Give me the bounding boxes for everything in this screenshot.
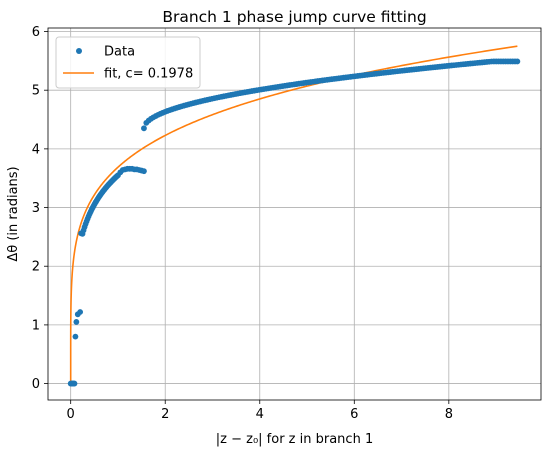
data-point [141, 125, 147, 132]
legend-marker-data [76, 48, 82, 54]
y-tick-label: 6 [32, 25, 40, 40]
chart-title: Branch 1 phase jump curve fitting [162, 8, 426, 26]
data-point [72, 333, 79, 340]
data-point [514, 58, 521, 65]
y-tick-label: 3 [32, 201, 40, 216]
legend-box [55, 36, 201, 89]
plot-frame [47, 27, 542, 401]
data-point [73, 319, 80, 325]
x-axis-label: |z − z₀| for z in branch 1 [216, 432, 373, 447]
fit-line [69, 45, 518, 384]
fit-series [69, 45, 518, 384]
x-tick-label: 4 [256, 407, 264, 422]
data-point [141, 168, 147, 175]
x-tick-label: 6 [350, 407, 358, 422]
y-tick-label: 5 [32, 84, 40, 99]
x-tick-label: 8 [445, 407, 453, 422]
legend-label-fit: fit, c= 0.1978 [104, 67, 193, 82]
legend-label-data: Data [104, 45, 135, 60]
legend: Data fit, c= 0.1978 [55, 36, 201, 89]
x-tick-label: 0 [67, 407, 75, 422]
data-point [71, 380, 78, 387]
data-series [67, 58, 521, 387]
x-tick-label: 2 [161, 407, 169, 422]
y-tick-label: 0 [32, 377, 40, 392]
y-axis-label: Δθ (in radians) [6, 166, 21, 261]
y-tick-label: 1 [32, 318, 40, 333]
axis-ticks: 0 2 4 6 8 0 1 2 3 4 5 6 [32, 25, 453, 422]
data-point [77, 309, 84, 315]
y-tick-label: 2 [32, 260, 40, 275]
y-tick-label: 4 [32, 142, 40, 157]
